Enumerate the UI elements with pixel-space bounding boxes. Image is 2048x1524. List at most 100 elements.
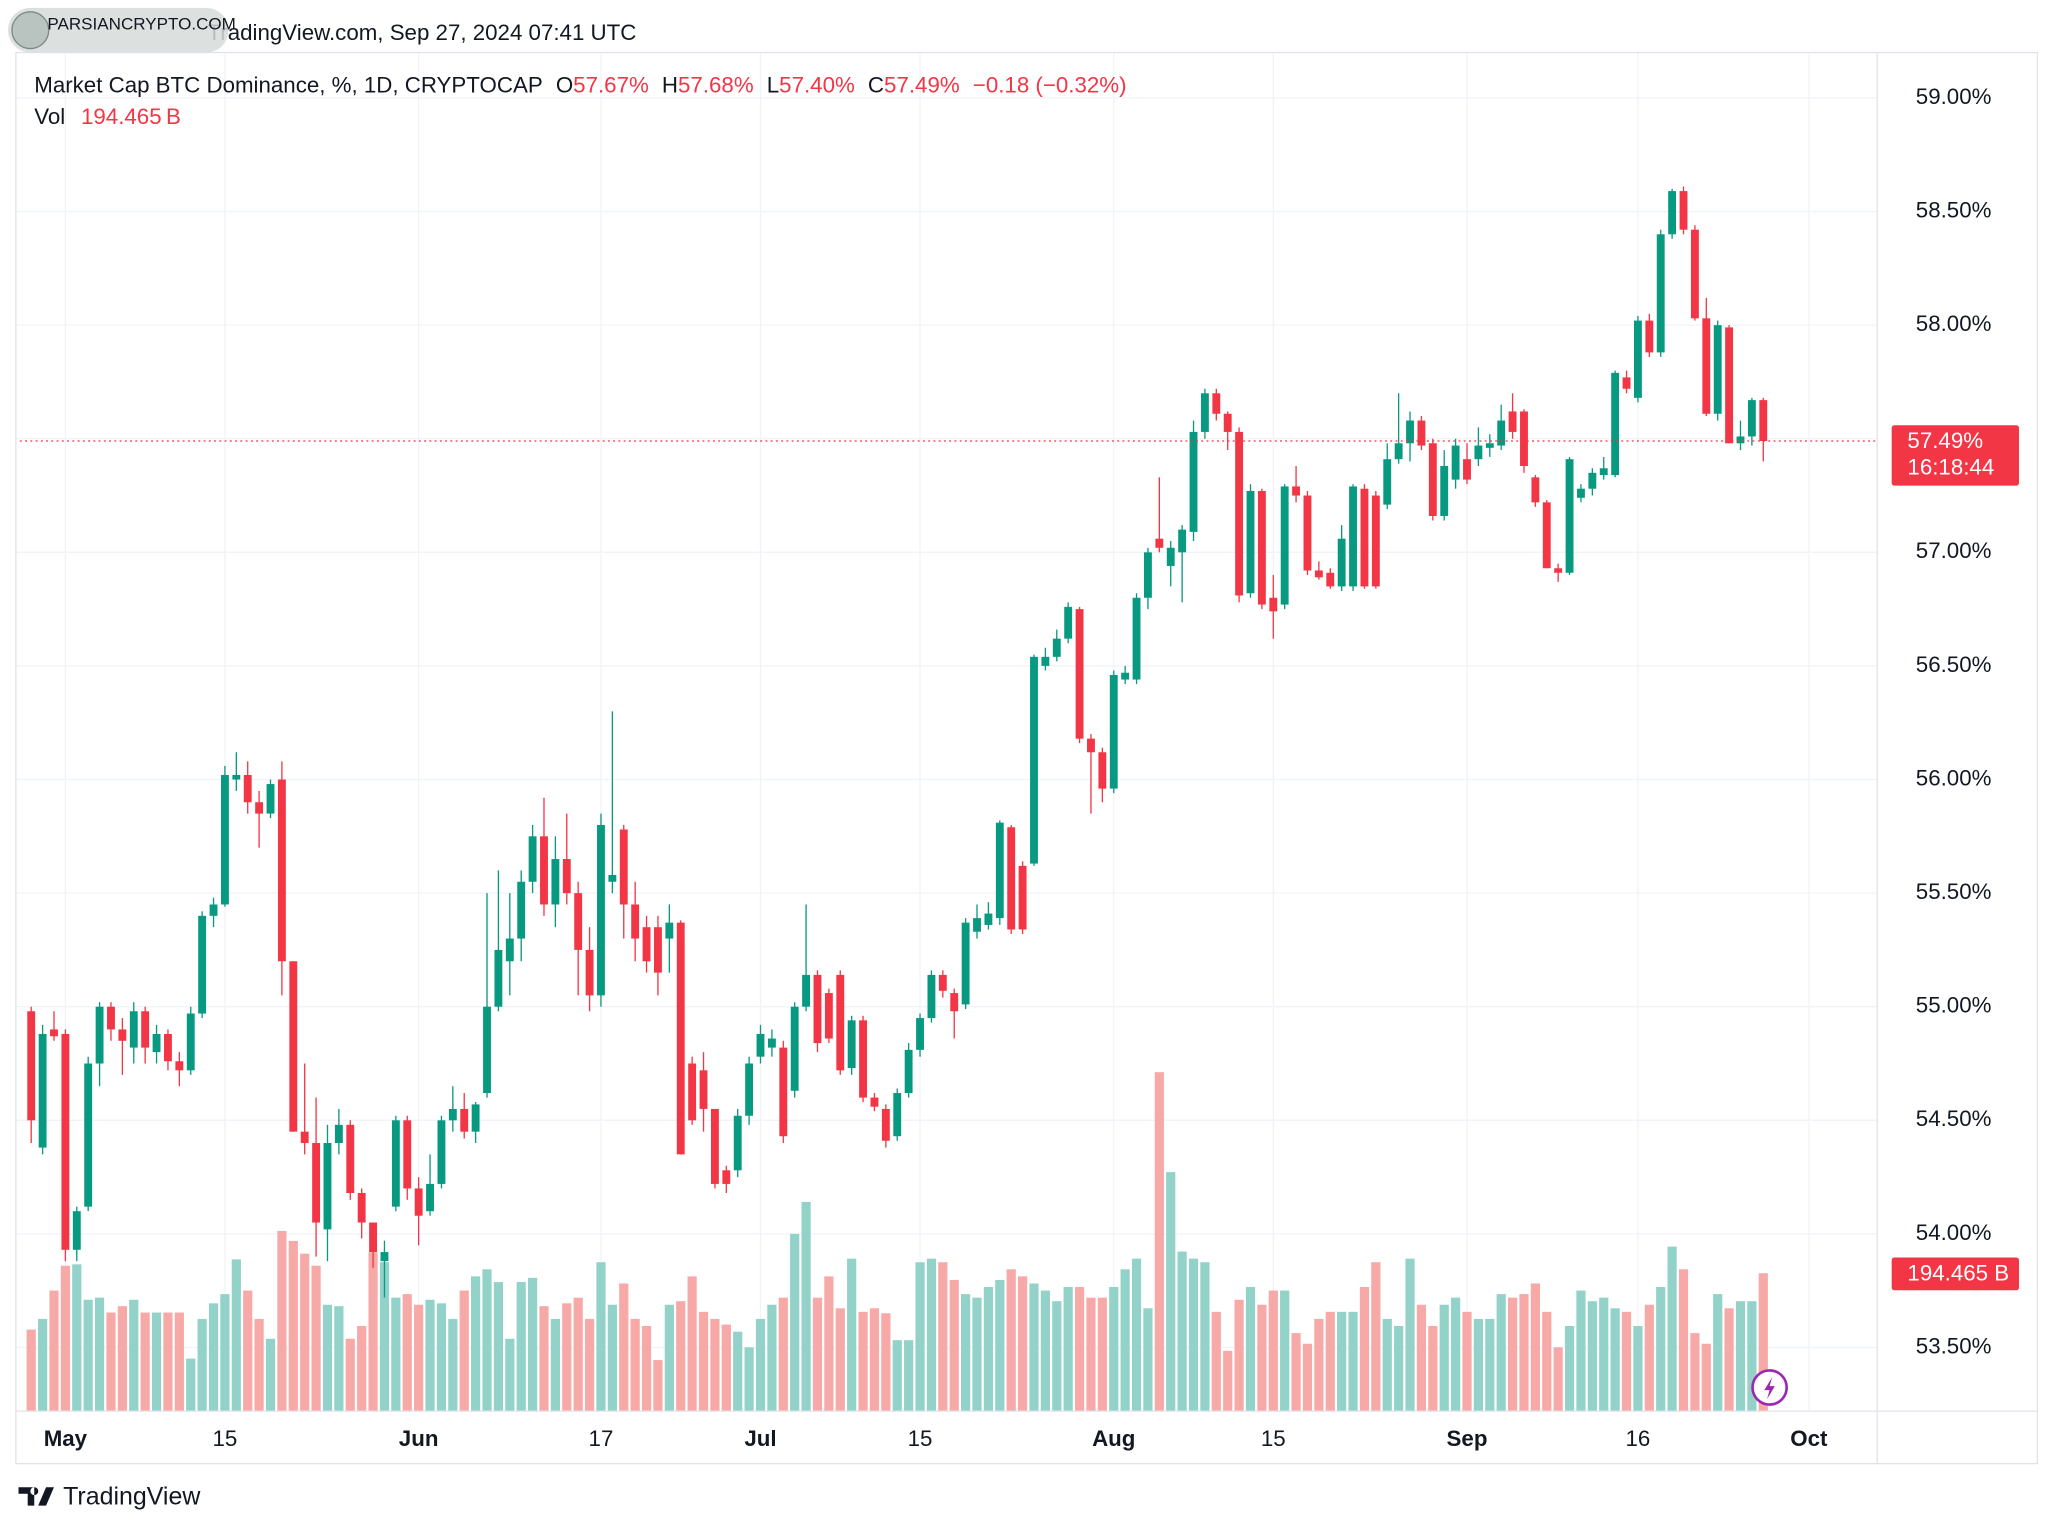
candle-body [61, 1033, 70, 1250]
y-tick-label: 55.00% [1916, 993, 1992, 1018]
y-tick-label: 55.50% [1916, 879, 1992, 904]
volume-bar [334, 1306, 344, 1412]
candle-body [574, 893, 583, 950]
volume-bar [391, 1297, 401, 1412]
volume-bar [550, 1318, 560, 1412]
volume-bar [904, 1340, 914, 1412]
volume-bar [425, 1299, 435, 1412]
volume-bar [1656, 1287, 1666, 1412]
candle-body [847, 1020, 856, 1069]
volume-bar [1166, 1172, 1176, 1412]
volume-bar [653, 1360, 663, 1412]
source-line: TradingView.com, Sep 27, 2024 07:41 UTC [208, 20, 637, 45]
volume-bar [972, 1297, 982, 1412]
volume-bar [1496, 1294, 1506, 1412]
volume-value: 194.465 B [81, 104, 181, 129]
volume-bar [49, 1290, 59, 1412]
x-tick-label: 16 [1626, 1426, 1651, 1451]
candle-body [1497, 420, 1506, 446]
volume-bar [539, 1306, 549, 1412]
volume-bar [186, 1358, 196, 1412]
candle-body [608, 874, 617, 882]
volume-key: Vol [34, 104, 65, 129]
candle-body [619, 829, 628, 905]
volume-bar [106, 1312, 116, 1412]
candle-body [483, 1006, 491, 1094]
candle-body [107, 1006, 115, 1030]
candle-body [152, 1033, 161, 1053]
candle-body [767, 1038, 776, 1048]
volume-bar [1724, 1308, 1734, 1412]
volume-bar [482, 1269, 492, 1412]
candle-body [1588, 472, 1597, 489]
last-price-box [1891, 425, 2019, 486]
candle-body [733, 1115, 742, 1171]
candle-body [665, 922, 674, 939]
candle-body [1246, 490, 1255, 594]
volume-bar [277, 1231, 287, 1412]
candle-body [1155, 538, 1164, 548]
volume-bar [1074, 1287, 1085, 1412]
volume-pane [26, 1072, 1768, 1412]
candle-body [562, 859, 571, 894]
candle-body [893, 1093, 902, 1137]
volume-bar [414, 1304, 424, 1412]
volume-bar [995, 1279, 1005, 1412]
candle-body [745, 1063, 754, 1116]
candle-body [1554, 568, 1563, 573]
candle-body [471, 1104, 480, 1132]
volume-bar [459, 1290, 469, 1412]
candle-body [1269, 597, 1278, 612]
ohlc-key: H [662, 73, 678, 98]
x-tick-label: 15 [213, 1426, 238, 1451]
volume-bar [1462, 1311, 1472, 1412]
frame [15, 51, 2039, 1465]
volume-bar [1211, 1311, 1221, 1412]
change-value: −0.18 (−0.32%) [973, 73, 1127, 98]
candle-body [209, 904, 218, 916]
volume-bar [1280, 1290, 1290, 1412]
ohlc-value: 57.49% [884, 73, 960, 98]
volume-bar [117, 1306, 127, 1412]
volume-bar [1177, 1251, 1187, 1412]
volume-bar [140, 1312, 150, 1412]
volume-bar [311, 1265, 321, 1412]
volume-bar [1394, 1326, 1404, 1412]
candle-body [1064, 606, 1073, 639]
volume-bar [892, 1340, 902, 1412]
candle-body [243, 774, 252, 803]
candle-body [1633, 320, 1642, 398]
volume-bar [1735, 1301, 1746, 1412]
candle-body [186, 1013, 195, 1071]
candle-body [369, 1222, 378, 1253]
candle-body [916, 1018, 924, 1050]
volume-bar [436, 1303, 447, 1412]
volume-bar [721, 1324, 731, 1412]
candle-body [232, 774, 241, 780]
volume-bar [1131, 1258, 1142, 1412]
candle-body [1280, 486, 1289, 605]
volume-bar [129, 1299, 139, 1412]
candle-body [1474, 445, 1483, 460]
candle-body [129, 1011, 138, 1048]
lightning-button[interactable] [1751, 1369, 1788, 1406]
volume-bar [1690, 1333, 1700, 1412]
volume-bar [1006, 1269, 1016, 1412]
volume-bar [357, 1326, 367, 1412]
candle-body [357, 1193, 366, 1223]
footer-logo: TradingView [18, 1482, 201, 1510]
candle-body [1645, 320, 1654, 353]
candle-body [72, 1211, 81, 1250]
lightning-icon[interactable] [1764, 1376, 1775, 1400]
candle-body [688, 1063, 697, 1121]
countdown-label: 16:18:44 [1907, 454, 1994, 479]
candle-body [198, 915, 207, 1014]
candle-body [722, 1170, 731, 1184]
volume-bar [1530, 1283, 1540, 1412]
symbol-legend: Market Cap BTC Dominance, %, 1D, CRYPTOC… [34, 73, 1126, 98]
candle-body [1143, 552, 1152, 598]
candle-body [1679, 191, 1688, 230]
candle-body [414, 1188, 423, 1216]
candle-body [631, 904, 640, 939]
volume-bar [858, 1311, 868, 1412]
